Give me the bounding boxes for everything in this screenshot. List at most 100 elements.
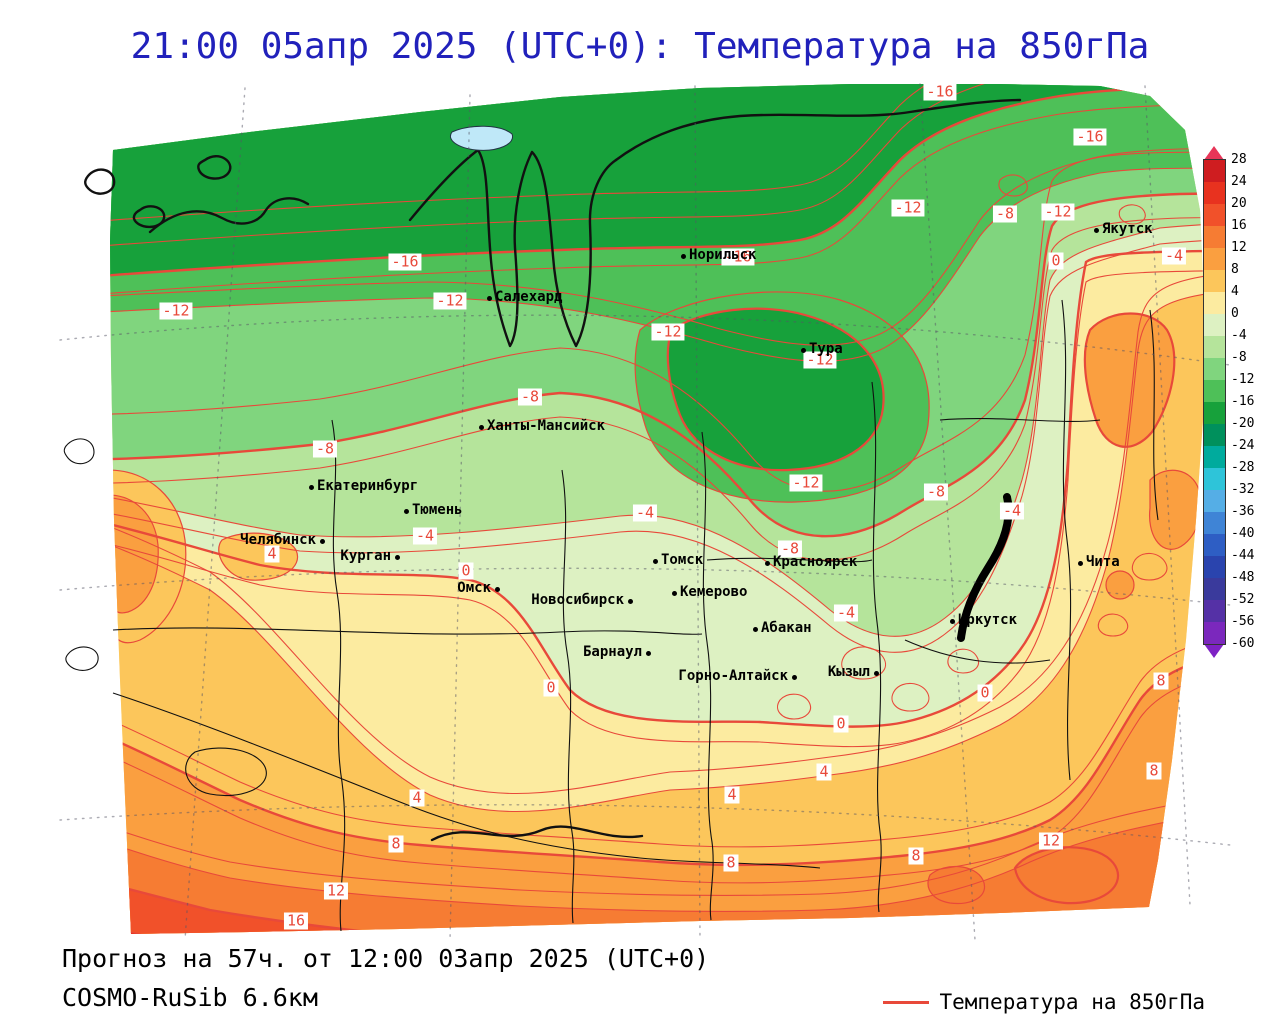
city-label: Норильск [689,247,757,263]
colorbar-tick-label: -20 [1231,416,1255,431]
contour-lines [110,84,1205,934]
city-label: Горно-Алтайск [678,668,788,684]
city-label: Ханты-Мансийск [487,418,606,434]
forecast-info: Прогноз на 57ч. от 12:00 03апр 2025 (UTC… [62,944,710,973]
colorbar: 28 24 20 16 12 8 4 0 -4 -8 -12 -16 -20 -24 -28 -32 -36 -4… [1203,146,1274,658]
city-label: Якутск [1102,221,1153,237]
city-label: Новосибирск [531,592,624,608]
colorbar-tick-label: -4 [1231,328,1247,343]
city-marker [949,618,955,624]
colorbar-cell [1204,600,1225,622]
island-2 [132,205,166,229]
colorbar-tick-label: 8 [1231,262,1239,277]
colorbar-tick-label: -44 [1231,548,1255,563]
map-title: 21:00 05апр 2025 (UTC+0): Температура на… [130,26,1150,67]
city-label: Барнаул [582,644,642,660]
contour-label: 12 [1038,832,1064,850]
colorbar-tick-label: -40 [1231,526,1255,541]
warm-blob-east-3 [1105,570,1135,600]
city-label: Омск [457,580,491,596]
colorbar-cell [1204,402,1225,424]
colorbar-cell [1204,204,1225,226]
taymyr-coast [614,98,1022,162]
colorbar-cell [1204,424,1225,446]
legend-label: Температура на 850гПа [939,990,1205,1014]
contour-label: 12 [323,882,349,900]
contour-label: 8 [908,847,924,865]
island-3 [197,155,232,180]
colorbar-cell [1204,534,1225,556]
contour-label: -4 [412,527,438,545]
city-marker [319,538,325,544]
colorbar-tick-label: -56 [1231,614,1255,629]
contour-label: 0 [833,715,849,733]
colorbar-tick-label: 4 [1231,284,1239,299]
colorbar-tick-label: -24 [1231,438,1255,453]
contour-label: 4 [724,786,740,804]
contour-label: 0 [543,679,559,697]
city-marker [645,650,651,656]
contour-label: -16 [923,83,957,101]
band-8-12 [110,645,1205,934]
city-marker [308,484,314,490]
city-marker [800,347,806,353]
legend: Температура на 850гПа [883,990,1205,1014]
colorbar-cell [1204,490,1225,512]
city-label: Иркутск [958,612,1018,628]
colorbar-tick-label: -48 [1231,570,1255,585]
city-label: Кызыл [827,664,870,680]
city-marker [1093,227,1099,233]
city-marker [627,598,633,604]
band-m20-m16 [110,84,1205,285]
island-1 [84,168,116,195]
city-label: Тура [809,341,843,357]
city-marker [873,670,879,676]
colorbar-arrow-down [1204,644,1224,658]
colorbar-cells [1203,159,1226,645]
colorbar-tick-label: -8 [1231,350,1247,365]
city-label: Красноярск [773,554,858,570]
city-marker [752,626,758,632]
colorbar-cell [1204,248,1225,270]
model-info: COSMO-RuSib 6.6км [62,983,318,1012]
city-label: Томск [661,552,704,568]
colorbar-cell [1204,446,1225,468]
colorbar-tick-label: 28 [1231,152,1247,167]
colorbar-cell [1204,358,1225,380]
colorbar-cell [1204,226,1225,248]
colorbar-cell [1204,314,1225,336]
city-label: Курган [340,548,391,564]
contour-label: 8 [1153,672,1169,690]
colorbar-tick-label: 24 [1231,174,1247,189]
colorbar-tick-label: -12 [1231,372,1255,387]
contour-label: -8 [923,483,949,501]
contour-label: -12 [891,199,925,217]
contour-label: -12 [789,474,823,492]
contour-label: 0 [458,562,474,580]
coast-left-2 [65,646,99,671]
city-label: Челябинск [240,532,316,548]
colorbar-cell [1204,336,1225,358]
colorbar-tick-label: 0 [1231,306,1239,321]
coast-left-1 [63,438,95,465]
city-marker [494,586,500,592]
colorbar-tick-label: -36 [1231,504,1255,519]
kazakh-border [112,692,821,869]
contour-label: -12 [651,323,685,341]
colorbar-tick-label: -52 [1231,592,1255,607]
city-label: Екатеринбург [317,478,419,494]
water-patch [450,125,513,151]
city-marker [652,558,658,564]
lake-blob [185,747,267,797]
warm-blob-east-1 [1083,312,1176,448]
colorbar-tick-label: -32 [1231,482,1255,497]
contour-label: -12 [159,302,193,320]
ob-bay-coast [408,148,618,348]
colorbar-tick-label: 16 [1231,218,1247,233]
city-label: Чита [1086,554,1120,570]
contour-label: -16 [388,253,422,271]
contour-label: -8 [777,540,803,558]
colorbar-tick-label: -16 [1231,394,1255,409]
city-marker [394,554,400,560]
